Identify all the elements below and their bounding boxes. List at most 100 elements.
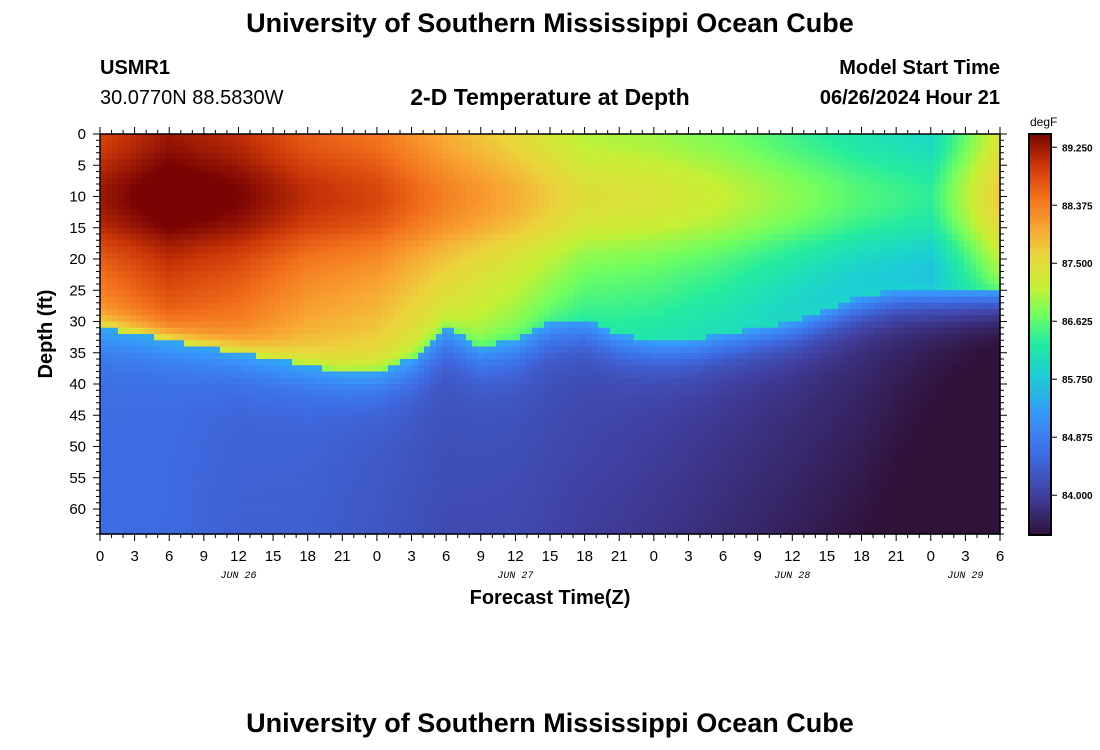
heatmap-cell xyxy=(346,146,353,154)
heatmap-cell xyxy=(112,227,119,235)
heatmap-cell xyxy=(376,471,383,479)
heatmap-cell xyxy=(352,265,359,273)
heatmap-cell xyxy=(112,215,119,223)
heatmap-cell xyxy=(166,240,173,248)
heatmap-cell xyxy=(226,346,233,354)
heatmap-cell xyxy=(556,365,563,373)
heatmap-cell xyxy=(388,227,395,235)
heatmap-cell xyxy=(508,490,515,498)
heatmap-cell xyxy=(310,159,317,166)
heatmap-cell xyxy=(196,190,203,198)
heatmap-cell xyxy=(556,277,563,285)
heatmap-cell xyxy=(250,146,257,154)
heatmap-cell xyxy=(274,440,281,448)
heatmap-cell xyxy=(448,352,455,360)
heatmap-cell xyxy=(532,421,539,429)
heatmap-cell xyxy=(496,152,503,160)
heatmap-cell xyxy=(316,415,323,423)
heatmap-cell xyxy=(346,177,353,185)
heatmap-cell xyxy=(124,302,131,310)
heatmap-cell xyxy=(436,390,443,398)
heatmap-cell xyxy=(472,265,479,273)
heatmap-cell xyxy=(334,240,341,248)
heatmap-cell xyxy=(298,515,305,523)
heatmap-cell xyxy=(292,315,299,323)
heatmap-cell xyxy=(334,465,341,473)
heatmap-cell xyxy=(184,521,191,529)
heatmap-cell xyxy=(400,496,407,504)
heatmap-cell xyxy=(316,334,323,341)
heatmap-cell xyxy=(172,296,179,304)
heatmap-cell xyxy=(322,165,329,173)
heatmap-cell xyxy=(184,265,191,273)
heatmap-cell xyxy=(286,452,293,460)
heatmap-cell xyxy=(208,134,215,141)
heatmap-cell xyxy=(304,421,311,429)
heatmap-cell xyxy=(466,490,473,498)
heatmap-cell xyxy=(304,334,311,341)
model-start-label: Model Start Time xyxy=(839,57,1000,79)
heatmap-cell xyxy=(118,484,125,491)
heatmap-cell xyxy=(352,371,359,379)
heatmap-cell xyxy=(136,496,143,504)
heatmap-cell xyxy=(466,396,473,404)
heatmap-cell xyxy=(502,277,509,285)
heatmap-cell xyxy=(208,296,215,304)
heatmap-cell xyxy=(472,134,479,141)
heatmap-cell xyxy=(340,521,347,529)
heatmap-cell xyxy=(502,321,509,329)
heatmap-cell xyxy=(292,415,299,423)
heatmap-cell xyxy=(328,209,335,216)
heatmap-cell xyxy=(370,490,377,498)
heatmap-cell xyxy=(412,265,419,273)
heatmap-cell xyxy=(142,234,149,241)
heatmap-cell xyxy=(280,327,287,335)
heatmap-cell xyxy=(124,277,131,285)
heatmap-cell xyxy=(184,415,191,423)
heatmap-cell xyxy=(502,171,509,179)
heatmap-cell xyxy=(352,427,359,435)
heatmap-cell xyxy=(226,277,233,285)
heatmap-cell xyxy=(280,159,287,166)
heatmap-cell xyxy=(118,221,125,229)
heatmap-cell xyxy=(154,421,161,429)
heatmap-cell xyxy=(544,215,551,223)
heatmap-cell xyxy=(358,290,365,298)
heatmap-cell xyxy=(550,496,557,504)
heatmap-cell xyxy=(532,315,539,323)
heatmap-cell xyxy=(406,377,413,385)
heatmap-cell xyxy=(160,509,167,516)
heatmap-cell xyxy=(400,477,407,485)
heatmap-cell xyxy=(160,221,167,229)
heatmap-cell xyxy=(100,421,107,429)
heatmap-cell xyxy=(142,165,149,173)
heatmap-cell xyxy=(106,396,113,404)
heatmap-cell xyxy=(502,202,509,210)
heatmap-cell xyxy=(370,171,377,179)
heatmap-cell xyxy=(184,402,191,410)
heatmap-cell xyxy=(172,502,179,510)
heatmap-cell xyxy=(304,152,311,160)
heatmap-cell xyxy=(136,265,143,273)
heatmap-cell xyxy=(394,215,401,223)
heatmap-cell xyxy=(154,377,161,385)
heatmap-cell xyxy=(292,502,299,510)
heatmap-cell xyxy=(100,402,107,410)
heatmap-cell xyxy=(448,315,455,323)
heatmap-cell xyxy=(460,490,467,498)
heatmap-cell xyxy=(556,490,563,498)
heatmap-cell xyxy=(352,315,359,323)
heatmap-cell xyxy=(370,340,377,348)
heatmap-cell xyxy=(262,340,269,348)
heatmap-cell xyxy=(322,371,329,379)
heatmap-cell xyxy=(454,309,461,316)
heatmap-cell xyxy=(556,452,563,460)
heatmap-cell xyxy=(472,140,479,148)
heatmap-cell xyxy=(196,227,203,235)
heatmap-cell xyxy=(232,159,239,166)
heatmap-cell xyxy=(436,459,443,466)
heatmap-cell xyxy=(346,396,353,404)
heatmap-cell xyxy=(436,259,443,266)
heatmap-cell xyxy=(508,465,515,473)
heatmap-cell xyxy=(550,365,557,373)
